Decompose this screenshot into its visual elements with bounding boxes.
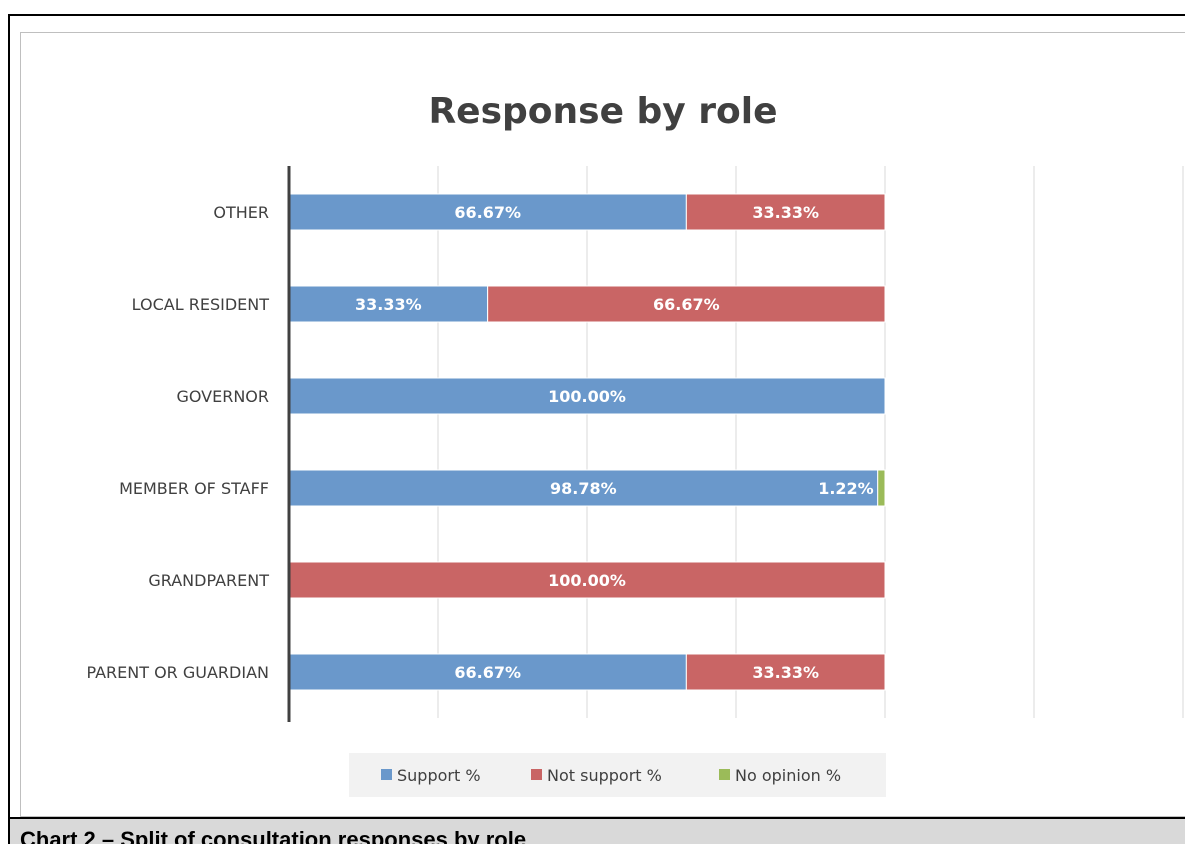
chart-area: Response by role 66.67% 33.33% PARENT OR GU… — [20, 32, 1185, 817]
bar-segment — [288, 193, 687, 231]
legend-label: No opinion % — [735, 766, 841, 785]
legend-swatch — [719, 769, 730, 780]
data-label: 66.67% — [454, 663, 521, 682]
chart-title: Response by role — [428, 91, 777, 132]
data-label: 66.67% — [454, 203, 521, 222]
bar-segment — [487, 285, 886, 323]
data-label: 100.00% — [548, 387, 626, 406]
legend-box — [349, 753, 886, 797]
data-label: 33.33% — [752, 663, 819, 682]
figure-caption: Chart 2 – Split of consultation response… — [20, 827, 527, 844]
data-label: 33.33% — [752, 203, 819, 222]
bar-segment — [877, 469, 886, 507]
category-label: GOVERNOR — [176, 387, 269, 406]
bar-segment — [685, 193, 886, 231]
data-label: 1.22% — [818, 479, 874, 498]
data-label: 98.78% — [550, 479, 617, 498]
legend-label: Support % — [397, 766, 481, 785]
category-label: GRANDPARENT — [148, 571, 269, 590]
bar-chart: Response by role 66.67% 33.33% PARENT OR GU… — [86, 91, 1184, 797]
caption-bar: Chart 2 – Split of consultation response… — [10, 817, 1185, 844]
category-label: MEMBER OF STAFF — [119, 479, 269, 498]
legend-swatch — [381, 769, 392, 780]
legend-swatch — [531, 769, 542, 780]
data-label: 100.00% — [548, 571, 626, 590]
data-label: 66.67% — [653, 295, 720, 314]
category-label: LOCAL RESIDENT — [132, 295, 270, 314]
bar-segment — [685, 653, 886, 691]
data-label: 33.33% — [355, 295, 422, 314]
category-label: PARENT OR GUARDIAN — [86, 663, 269, 682]
legend-label: Not support % — [547, 766, 662, 785]
category-label: OTHER — [213, 203, 269, 222]
